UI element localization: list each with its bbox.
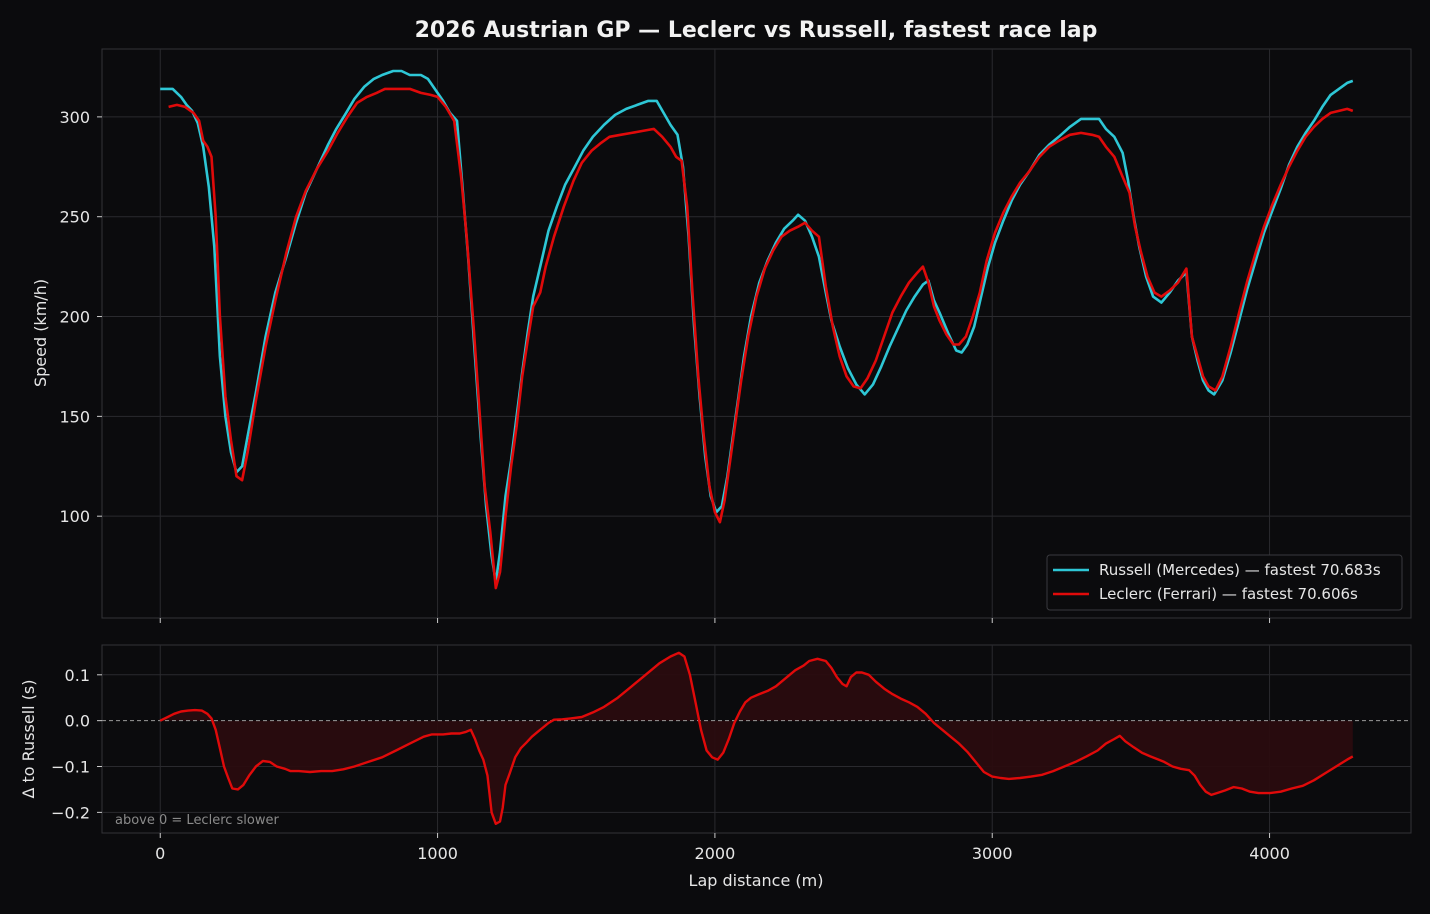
delta-line: [159, 651, 1354, 825]
delta-y-axis-title: Δ to Russell (s): [19, 679, 38, 798]
speed-grid: [102, 49, 1411, 618]
delta-x-ticks: 0 1000 2000 3000 4000: [155, 833, 1290, 863]
legend-label-russell: Russell (Mercedes) — fastest 70.683s: [1099, 561, 1381, 579]
chart-title: 2026 Austrian GP — Leclerc vs Russell, f…: [415, 18, 1098, 43]
speed-y-tick-label: 250: [59, 208, 90, 227]
delta-y-tick-label: 0.1: [65, 666, 90, 685]
delta-area: [102, 651, 1411, 825]
x-tick-label: 1000: [417, 844, 458, 863]
x-axis-title: Lap distance (m): [689, 871, 824, 890]
delta-y-tick-label: 0.0: [65, 712, 90, 731]
speed-y-tick-label: 150: [59, 407, 90, 426]
speed-x-ticks: [159, 618, 1271, 623]
speed-y-axis-title: Speed (km/h): [31, 279, 50, 387]
legend-label-leclerc: Leclerc (Ferrari) — fastest 70.606s: [1099, 585, 1358, 603]
x-tick-label: 2000: [695, 844, 736, 863]
speed-lines: [160, 69, 1354, 590]
delta-y-tick-label: −0.1: [51, 758, 90, 777]
delta-y-tick-label: −0.2: [51, 803, 90, 822]
legend-box: [1046, 554, 1403, 611]
delta-annotation: above 0 = Leclerc slower: [115, 813, 280, 828]
speed-y-tick-label: 200: [59, 308, 90, 327]
x-tick-label: 0: [155, 844, 165, 863]
x-tick-label: 3000: [972, 844, 1013, 863]
speed-y-tick-label: 300: [59, 108, 90, 127]
delta-y-ticks: 0.1 0.0 −0.1 −0.2: [51, 666, 102, 822]
speed-y-ticks: 100 150 200 250 300: [59, 108, 102, 526]
speed-plot-area: [101, 48, 1412, 619]
x-tick-label: 4000: [1249, 844, 1290, 863]
speed-y-tick-label: 100: [59, 507, 90, 526]
legend: Russell (Mercedes) — fastest 70.683s Lec…: [1046, 554, 1403, 611]
leclerc-speed-line: [168, 87, 1354, 590]
